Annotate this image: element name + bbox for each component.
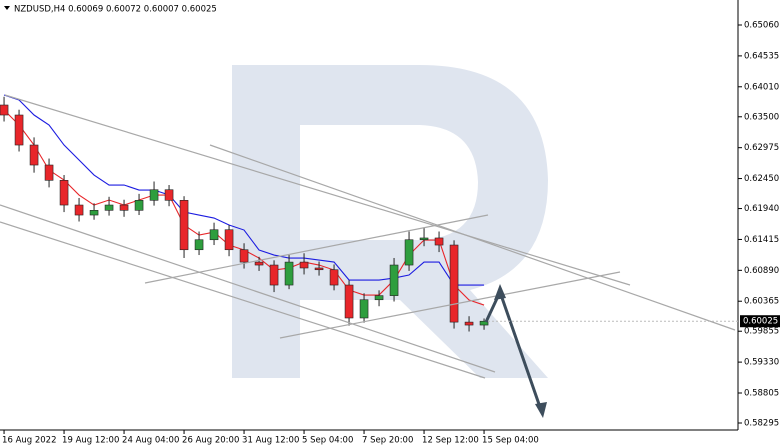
x-tick-label: 26 Aug 20:00 xyxy=(182,436,239,446)
x-tick-label: 31 Aug 12:00 xyxy=(242,436,299,446)
candle-body xyxy=(419,237,429,241)
y-tick-label: 0.60365 xyxy=(744,297,779,307)
y-tick-label: 0.60890 xyxy=(744,266,779,276)
y-tick-label: 0.63500 xyxy=(744,112,779,122)
candle-body xyxy=(404,239,414,266)
candle-body xyxy=(14,114,24,146)
candle-body xyxy=(269,264,279,286)
candle-body xyxy=(359,299,369,319)
y-tick-label: 0.64010 xyxy=(744,82,779,92)
candle-body xyxy=(149,189,159,201)
last-price-box xyxy=(740,315,780,328)
symbol-menu-icon[interactable] xyxy=(4,6,10,10)
candle-body xyxy=(389,264,399,296)
x-tick-label: 5 Sep 04:00 xyxy=(302,436,353,446)
last-price-label: 0.60025 xyxy=(743,317,778,327)
x-tick-label: 16 Aug 2022 xyxy=(2,436,56,446)
indicator-line xyxy=(3,94,485,286)
candle-body xyxy=(194,239,204,251)
candle-body xyxy=(224,229,234,251)
candle-body xyxy=(44,164,54,181)
candle-body xyxy=(74,204,84,216)
arrow-head xyxy=(494,284,506,300)
trend-line xyxy=(144,214,489,284)
x-tick-label: 15 Sep 04:00 xyxy=(482,436,539,446)
y-tick-label: 0.64535 xyxy=(744,51,779,61)
x-tick-label: 24 Aug 04:00 xyxy=(122,436,179,446)
candle-body xyxy=(59,180,69,206)
x-tick-label: 12 Sep 12:00 xyxy=(422,436,479,446)
trend-line xyxy=(0,204,496,373)
candle-body xyxy=(464,321,474,326)
trend-line xyxy=(279,271,621,339)
candle-body xyxy=(299,261,309,269)
y-tick-label: 0.62975 xyxy=(744,143,779,153)
y-tick-label: 0.59855 xyxy=(744,327,779,337)
candle-body xyxy=(134,200,144,211)
candle-body xyxy=(449,244,459,323)
arrow-head xyxy=(535,402,547,418)
trend-line xyxy=(4,94,631,286)
candle-body xyxy=(179,200,189,251)
trend-lines xyxy=(0,94,736,379)
candle-body xyxy=(209,229,219,241)
candle-body xyxy=(89,210,99,216)
forecast-arrow xyxy=(484,284,547,418)
candle-body xyxy=(374,295,384,301)
chart-title: NZDUSD,H4 0.60069 0.60072 0.60007 0.6002… xyxy=(14,5,217,15)
candle-body xyxy=(344,284,354,319)
candle-body xyxy=(479,320,489,326)
watermark-logo xyxy=(232,65,548,378)
y-tick-label: 0.58295 xyxy=(744,418,779,428)
trend-line xyxy=(0,221,486,379)
candle-body xyxy=(29,144,39,166)
candle-body xyxy=(0,104,9,116)
candle-body xyxy=(254,261,264,266)
y-tick-label: 0.61415 xyxy=(744,235,779,245)
candle-body xyxy=(164,189,174,201)
y-tick-label: 0.65060 xyxy=(744,21,779,31)
y-tick-label: 0.59330 xyxy=(744,358,779,368)
trend-line xyxy=(209,144,736,331)
plot-area xyxy=(0,94,489,332)
candle-body xyxy=(314,267,324,271)
candle-body xyxy=(119,204,129,211)
candle-body xyxy=(104,204,114,211)
candle-body xyxy=(284,261,294,286)
y-tick-label: 0.58805 xyxy=(744,388,779,398)
y-tick-label: 0.62450 xyxy=(744,174,779,184)
x-tick-label: 19 Aug 12:00 xyxy=(62,436,119,446)
y-tick-label: 0.61940 xyxy=(744,204,779,214)
candle-body xyxy=(329,269,339,286)
watermark xyxy=(232,65,548,378)
candle-body xyxy=(434,237,444,246)
x-tick-label: 7 Sep 20:00 xyxy=(362,436,413,446)
candle-body xyxy=(239,249,249,263)
